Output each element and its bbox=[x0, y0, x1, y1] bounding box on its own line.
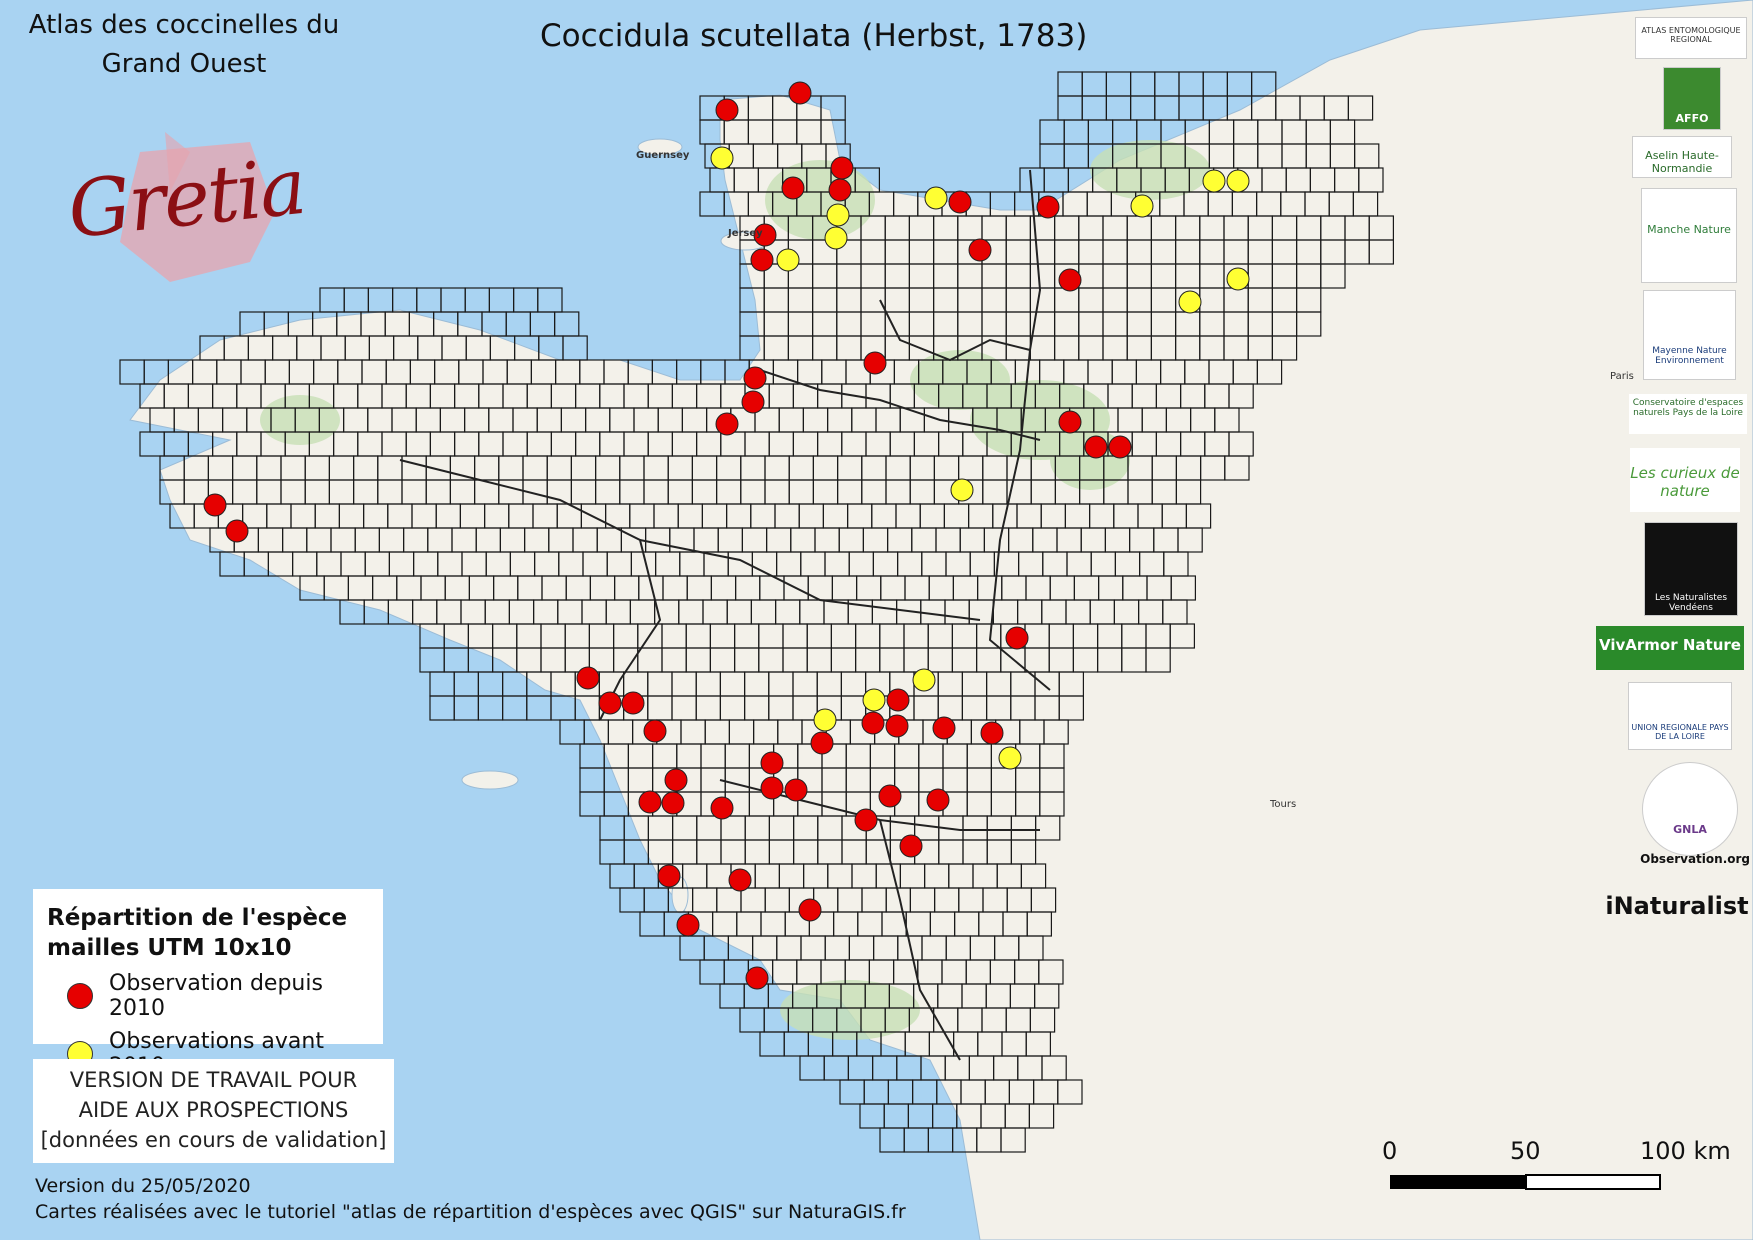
observation-before-2010-dot: Saumur bbox=[998, 746, 1022, 770]
observation-since-2010-dot: Cotentin N bbox=[788, 81, 812, 105]
scale-bar bbox=[1390, 1174, 1661, 1190]
legend-label: Observation depuis 2010 bbox=[109, 971, 323, 1021]
scale-label-50: 50 bbox=[1510, 1137, 1541, 1165]
observation-before-2010-dot: Vexin 1 bbox=[1226, 267, 1250, 291]
observation-before-2010-dot: Cap de la Hague bbox=[710, 146, 734, 170]
observation-since-2010-dot: Mont St Michel bbox=[741, 390, 765, 414]
version-date: Version du 25/05/2020 bbox=[35, 1175, 251, 1197]
observation-since-2010-dot: Perche 1 bbox=[1058, 410, 1082, 434]
observation-before-2010-dot: Pays de Caux 2 bbox=[1226, 169, 1250, 193]
species-title: Coccidula scutellata (Herbst, 1783) bbox=[540, 18, 1088, 54]
observation-since-2010-dot: Machecoul bbox=[710, 796, 734, 820]
cen-logo: Conservatoire d'espaces naturels Pays de… bbox=[1629, 394, 1747, 434]
observation-before-2010-dot: Vexin 2 bbox=[1178, 290, 1202, 314]
scale-label-100: 100 km bbox=[1640, 1137, 1731, 1165]
observation-before-2010-dot: Cotentin 1 bbox=[826, 203, 850, 227]
red-dot-icon bbox=[67, 983, 93, 1009]
observation-since-2010-dot: Guérande bbox=[576, 666, 600, 690]
nature-logo: Manche Nature bbox=[1641, 188, 1737, 283]
working-version-note: VERSION DE TRAVAIL POUR AIDE AUX PROSPEC… bbox=[33, 1059, 394, 1163]
observation-since-2010-dot: Pays de Retz 2 bbox=[638, 790, 662, 814]
observation-since-2010-dot: Paimboeuf bbox=[643, 719, 667, 743]
basemap-label-tours: Tours bbox=[1270, 799, 1297, 810]
observation-before-2010-dot: Angers 1 bbox=[862, 688, 886, 712]
observation-before-2010-dot: Cotentin 2 bbox=[824, 226, 848, 250]
observation-since-2010-dot: Douarnenez bbox=[225, 519, 249, 543]
observation-before-2010-dot: Coutances bbox=[776, 248, 800, 272]
observation-since-2010-dot: Lessay bbox=[753, 223, 777, 247]
observation-since-2010-dot: Saire bbox=[830, 156, 854, 180]
observation-since-2010-dot: Angers 3 bbox=[885, 714, 909, 738]
observation-since-2010-dot: Les Sables bbox=[676, 913, 700, 937]
observation-since-2010-dot: Clisson 1 bbox=[760, 751, 784, 775]
legend-panel: Répartition de l'espèce mailles UTM 10x1… bbox=[33, 889, 383, 1079]
credits: Cartes réalisées avec le tutoriel "atlas… bbox=[35, 1201, 906, 1223]
observation-since-2010-dot: Clisson 3 bbox=[784, 778, 808, 802]
observation-since-2010-dot: St Malo bbox=[715, 412, 739, 436]
cpie-logo: UNION REGIONALE PAYS DE LA LOIRE bbox=[1628, 682, 1732, 750]
observation-since-2010-dot: Perche 3 bbox=[1108, 435, 1132, 459]
observation-before-2010-dot: Sarthe bbox=[950, 478, 974, 502]
observation-since-2010-dot: Pays de Retz 1 bbox=[664, 768, 688, 792]
observation-since-2010-dot: St Nazaire 2 bbox=[621, 691, 645, 715]
note-line-3: [données en cours de validation] bbox=[40, 1128, 387, 1152]
basemap-label-jersey: Jersey bbox=[728, 228, 763, 239]
observation-since-2010-dot: Cholet 2 bbox=[926, 788, 950, 812]
observation-since-2010-dot: Granville bbox=[743, 366, 767, 390]
swallow-logo: Mayenne Nature Environnement bbox=[1643, 290, 1736, 380]
observation-since-2010-dot: Angers 2 bbox=[861, 711, 885, 735]
tree-logo: AFFO bbox=[1663, 67, 1721, 130]
observation-since-2010-dot: Clisson 2 bbox=[760, 776, 784, 800]
observation-before-2010-dot: Angers 2 bbox=[912, 668, 936, 692]
leaf-logo: Les curieux de nature bbox=[1630, 448, 1740, 512]
observation-since-2010-dot: Cotentin NW bbox=[715, 98, 739, 122]
observation-since-2010-dot: Saumur bbox=[1005, 626, 1029, 650]
naturalistes-logo: Les Naturalistes Vendéens bbox=[1644, 522, 1738, 616]
observation-before-2010-dot: Loire bbox=[813, 708, 837, 732]
observation-since-2010-dot: Saumurois bbox=[980, 721, 1004, 745]
note-line-1: VERSION DE TRAVAIL POUR bbox=[69, 1068, 358, 1092]
note-line-2: AIDE AUX PROSPECTIONS bbox=[78, 1098, 349, 1122]
observation-since-2010-dot: Cotentin W bbox=[781, 176, 805, 200]
atlas-title: Atlas des coccinelles du Grand Ouest bbox=[28, 10, 340, 79]
observation-since-2010-dot: Angers 1 bbox=[886, 688, 910, 712]
observation-since-2010-dot: Coutances bbox=[750, 248, 774, 272]
observation-before-2010-dot: Pays de Caux 3 bbox=[1130, 194, 1154, 218]
observation-since-2010-dot: Layon bbox=[932, 716, 956, 740]
legend-item-since-2010: Observation depuis 2010 bbox=[47, 971, 371, 1021]
legend-title: Répartition de l'espèce mailles UTM 10x1… bbox=[47, 905, 348, 961]
observation-since-2010-dot: Pays de Retz 3 bbox=[661, 791, 685, 815]
basemap-label-guernsey: Guernsey bbox=[636, 150, 690, 161]
observation-since-2010-dot: Vendée 2 bbox=[798, 898, 822, 922]
observation-before-2010-dot: Bessin bbox=[924, 186, 948, 210]
basemap-label-paris: Paris bbox=[1610, 371, 1634, 382]
circle-logo: Aselin Haute-Normandie bbox=[1632, 136, 1732, 178]
observation-since-2010-dot: Bessin bbox=[948, 190, 972, 214]
gretia-logo: Gretia bbox=[60, 122, 309, 292]
observations-since-2010: Cotentin NCotentin NWSaireValognesCotent… bbox=[203, 81, 1132, 990]
observation-since-2010-dot: Le Havre bbox=[1036, 195, 1060, 219]
observation-since-2010-dot: Cholet 3 bbox=[854, 808, 878, 832]
observation-since-2010-dot: Perche 2 bbox=[1084, 435, 1108, 459]
binocular-logo: Observation.org bbox=[1640, 852, 1750, 866]
observations-before-2010: Cap de la Hague Cotentin 1Cotentin 2 Bessi… bbox=[710, 146, 1250, 770]
observation-since-2010-dot: St Nazaire 1 bbox=[598, 691, 622, 715]
observation-since-2010-dot: Lisieux bbox=[1058, 268, 1082, 292]
observation-since-2010-dot: Caen bbox=[968, 238, 992, 262]
observation-since-2010-dot: Vendée 1 bbox=[728, 868, 752, 892]
observation-since-2010-dot: Valognes bbox=[828, 178, 852, 202]
observation-since-2010-dot: Noirmoutier bbox=[657, 864, 681, 888]
vivarmor-logo: VivArmor Nature bbox=[1596, 626, 1744, 670]
gnla-logo: GNLA bbox=[1642, 762, 1738, 856]
grid-logo: ATLAS ENTOMOLOGIQUE REGIONAL bbox=[1635, 17, 1747, 59]
observation-since-2010-dot: Cholet 1 bbox=[878, 784, 902, 808]
observation-since-2010-dot: Bocage vendéen bbox=[899, 834, 923, 858]
observation-since-2010-dot: Luçon bbox=[745, 966, 769, 990]
scale-label-0: 0 bbox=[1382, 1137, 1398, 1165]
inaturalist-logo: iNaturalist bbox=[1605, 892, 1749, 920]
observation-before-2010-dot: Pays de Caux 1 bbox=[1202, 169, 1226, 193]
observation-since-2010-dot: Ancenis bbox=[810, 731, 834, 755]
observation-since-2010-dot: Crozon bbox=[203, 493, 227, 517]
observation-since-2010-dot: Bocage bbox=[863, 351, 887, 375]
